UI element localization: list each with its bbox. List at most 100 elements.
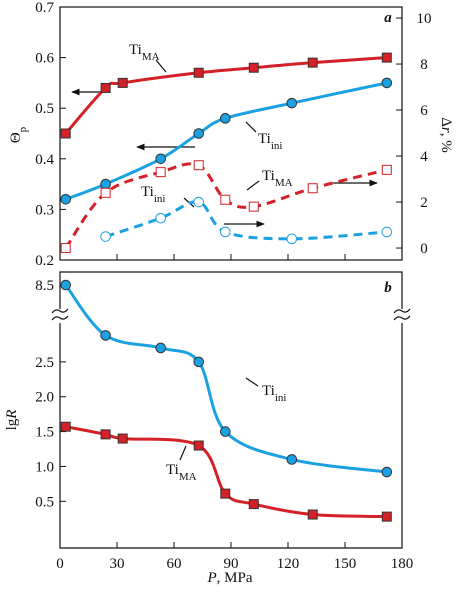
label-part: Ti: [141, 184, 154, 200]
label-part: Ti: [262, 168, 275, 184]
y-tick-label: 1.0: [35, 459, 54, 475]
x-tick-label: 150: [334, 556, 357, 572]
marker: [193, 356, 204, 368]
marker: [100, 429, 111, 440]
marker: [220, 488, 231, 499]
label-part: p: [17, 126, 29, 132]
annotation: TiMA: [166, 462, 197, 483]
y-tick-label: 0.7: [35, 0, 54, 16]
marker: [193, 196, 204, 208]
label-part: Ti: [166, 462, 179, 478]
marker: [248, 201, 259, 212]
marker: [60, 128, 71, 139]
leader: [155, 59, 167, 73]
marker: [155, 153, 166, 165]
marker: [155, 212, 166, 224]
marker: [286, 233, 298, 245]
marker: [220, 113, 231, 124]
y-tick-label: 0.6: [35, 51, 54, 67]
axis-label: P, MPa: [206, 570, 252, 586]
label-part: Θ: [8, 132, 24, 143]
y2-tick-label: 6: [420, 103, 428, 119]
axis-label: Θp: [8, 126, 29, 143]
y2-tick-label: 2: [420, 195, 428, 211]
y-tick-label: 1.5: [35, 425, 54, 441]
y2-tick-label: 0: [420, 241, 428, 257]
marker: [220, 426, 231, 437]
panel-a-frame: [59, 6, 403, 261]
marker: [193, 160, 204, 171]
arrows: [71, 88, 378, 228]
marker: [100, 330, 111, 341]
label-part: , %: [438, 133, 454, 153]
leader: [179, 445, 187, 461]
leader: [246, 180, 260, 191]
label-part: Ti: [262, 383, 275, 399]
label-part: R: [4, 410, 20, 420]
marker: [193, 67, 204, 78]
marker: [381, 77, 393, 89]
y-tick-label: 0.5: [35, 101, 54, 117]
y-tick-label: 0.4: [35, 152, 54, 168]
label-part: , MPa: [217, 570, 253, 586]
marker: [155, 342, 166, 354]
label-part: MA: [142, 51, 160, 63]
axis-label: Δr, %: [438, 117, 454, 153]
x-tick-label: 90: [224, 556, 239, 572]
marker: [220, 226, 231, 238]
marker: [307, 183, 318, 194]
marker: [381, 52, 392, 63]
marker: [193, 440, 204, 451]
annotation: Tiini: [141, 184, 165, 205]
label-part: P: [206, 570, 216, 586]
series-line: [65, 425, 387, 519]
marker: [155, 167, 166, 178]
annotation: Tiini: [258, 131, 282, 152]
marker: [117, 77, 128, 88]
y-tick-label: 2.0: [35, 390, 54, 406]
marker: [381, 164, 392, 175]
label-part: ini: [275, 392, 287, 404]
x-tick-label: 180: [391, 556, 414, 572]
y-tick-label: 2.5: [35, 355, 54, 371]
leader: [245, 377, 259, 387]
marker: [248, 499, 259, 510]
y2-tick-label: 10: [417, 11, 432, 27]
label-part: Ti: [258, 131, 271, 147]
y-tick-label: 0.5: [35, 494, 54, 510]
marker: [220, 194, 231, 205]
label-part: Δ: [438, 117, 454, 127]
marker: [381, 466, 393, 478]
axis-break: [51, 308, 411, 321]
marker: [100, 187, 111, 198]
marker: [193, 128, 204, 139]
y2-tick-label: 4: [420, 149, 428, 165]
y-tick-label: 8.5: [35, 278, 54, 294]
marker: [60, 193, 71, 205]
label-part: MA: [275, 177, 293, 189]
leader: [245, 121, 257, 133]
marker: [100, 231, 111, 242]
marker: [117, 433, 128, 444]
x-tick-label: 120: [277, 556, 300, 572]
label-part: ini: [154, 193, 166, 205]
series-line: [105, 200, 387, 241]
marker: [307, 57, 318, 68]
label-part: MA: [179, 471, 197, 483]
label-part: Ti: [129, 42, 142, 58]
y-tick-label: 0.3: [35, 202, 54, 218]
series-line: [64, 284, 387, 474]
y2-tick-label: 8: [420, 57, 428, 73]
label-part: r: [438, 127, 454, 133]
marker: [381, 511, 392, 522]
y-tick-label: 0.2: [35, 253, 54, 269]
annotation: TiMA: [129, 42, 160, 63]
marker: [100, 178, 111, 190]
label-part: ini: [271, 140, 283, 152]
annotation: Tiini: [262, 383, 286, 404]
axis-label: lgR: [4, 410, 20, 431]
marker: [248, 62, 259, 73]
panel-b-frame: [59, 271, 403, 549]
marker: [100, 82, 111, 93]
